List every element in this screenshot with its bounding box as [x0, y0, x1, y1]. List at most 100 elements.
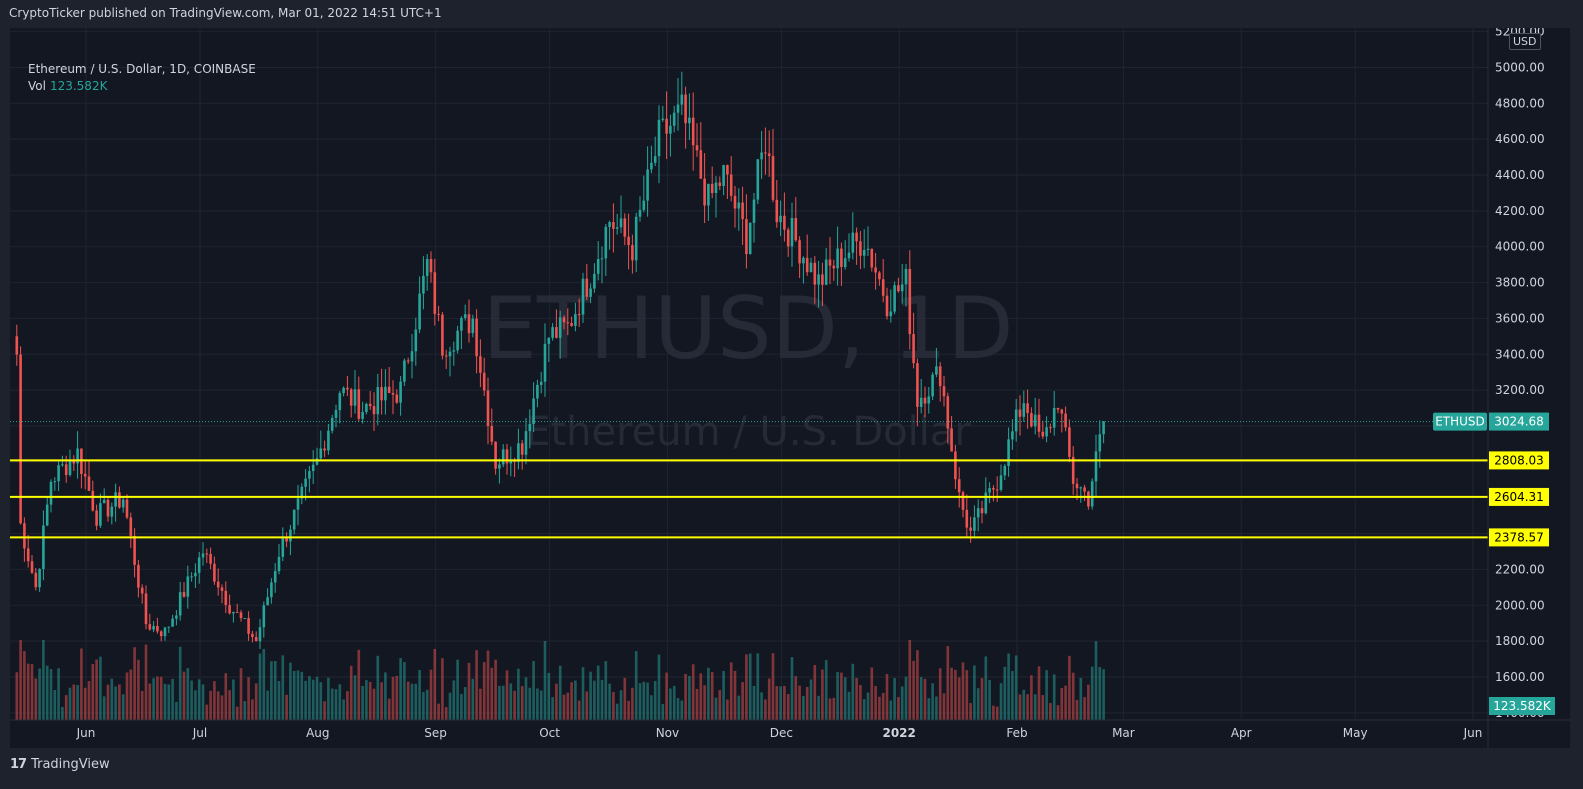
volume-bar [1094, 641, 1098, 720]
volume-bar [228, 690, 231, 720]
volume-bar [148, 683, 152, 720]
volume-bar [927, 698, 931, 720]
volume-bar [235, 706, 239, 720]
volume-value-text: 123.582K [1493, 699, 1552, 713]
candle-body [547, 337, 551, 344]
volume-bar [752, 685, 756, 720]
volume-bar [224, 673, 228, 720]
candle-body [441, 314, 444, 356]
volume-bar [680, 700, 684, 720]
candle-body [475, 318, 478, 357]
support-levels[interactable] [10, 421, 1488, 539]
candle-body [824, 259, 828, 285]
publish-header: CryptoTicker published on TradingView.co… [0, 0, 1583, 28]
candle-body [289, 529, 292, 542]
currency-selector[interactable]: USD [1509, 33, 1541, 50]
candle-body [1037, 414, 1041, 432]
volume-bar [817, 695, 820, 720]
volume-bar [144, 644, 148, 720]
volume-bar [581, 667, 585, 720]
candle-body [403, 360, 406, 382]
candle-body [596, 259, 600, 274]
candle-body [26, 548, 30, 562]
candle-body [615, 227, 619, 229]
candle-body [285, 537, 288, 542]
published-info-text: CryptoTicker published on TradingView.co… [9, 6, 442, 20]
candle-body [775, 199, 779, 223]
candle-body [243, 618, 247, 620]
candlestick-chart[interactable]: ETHUSD, 1D Ethereum / U.S. Dollar 1400.0… [10, 28, 1570, 748]
candle-body [790, 218, 794, 247]
candle-body [148, 624, 152, 630]
volume-bar [745, 654, 748, 720]
volume-bar [448, 692, 452, 720]
volume-bar [995, 706, 999, 720]
chart-area[interactable]: ETHUSD, 1D Ethereum / U.S. Dollar 1400.0… [10, 28, 1570, 748]
candle-body [965, 509, 969, 528]
x-tick-label: 2022 [882, 726, 915, 740]
volume-bar [357, 649, 361, 720]
candle-body [999, 475, 1003, 490]
volume-bar [300, 671, 304, 720]
volume-bar [418, 669, 421, 720]
volume-bar [258, 653, 262, 720]
candle-body [539, 381, 543, 385]
volume-bar [437, 703, 440, 720]
candle-body [684, 94, 687, 124]
volume-bar [319, 682, 323, 720]
candle-body [102, 499, 106, 504]
volume-bar [665, 672, 668, 720]
volume-bar [175, 701, 178, 720]
volume-bar [53, 689, 57, 720]
candle-body [361, 411, 364, 419]
volume-bar [619, 690, 623, 720]
candle-body [809, 262, 813, 273]
candle-body [346, 387, 349, 390]
candle-body [448, 351, 452, 357]
volume-bar [824, 660, 828, 720]
candle-body [957, 479, 961, 493]
volume-bar [452, 680, 456, 720]
candle-body [509, 460, 513, 464]
volume-bar [456, 659, 459, 720]
candle-body [976, 508, 980, 518]
tradingview-logo[interactable]: 17 TradingView [10, 757, 110, 772]
volume-bar [129, 669, 133, 720]
candle-body [813, 262, 817, 285]
candle-body [558, 317, 562, 338]
volume-bar [862, 699, 866, 720]
y-tick-label: 2000.00 [1495, 598, 1545, 612]
candle-body [159, 631, 163, 637]
y-tick-label: 3600.00 [1495, 311, 1545, 325]
candle-body [570, 322, 573, 326]
candle-body [851, 232, 855, 253]
candle-body [429, 259, 433, 273]
candle-body [61, 464, 64, 466]
volume-bar [201, 684, 205, 720]
candle-body [137, 564, 140, 588]
volume-bar [361, 685, 364, 720]
volume-bar [558, 665, 562, 720]
candle-body [395, 394, 399, 403]
candle-body [832, 265, 836, 269]
y-tick-label: 4800.00 [1495, 96, 1545, 110]
volume-bar [562, 694, 566, 720]
volume-bar [950, 667, 953, 720]
candle-body [988, 488, 991, 493]
candle-body [1022, 403, 1026, 417]
volume-bar [368, 681, 372, 720]
candle-body [315, 458, 319, 465]
volume-bar [596, 665, 600, 720]
candle-body [349, 389, 353, 406]
volume-bar [900, 686, 904, 720]
candle-body [209, 553, 212, 564]
volume-bar [650, 695, 653, 720]
volume-bar [281, 655, 285, 720]
candle-body [163, 627, 167, 637]
volume-bar [741, 682, 744, 720]
volume-bar [372, 688, 376, 720]
volume-bar [828, 698, 832, 720]
volume-bar [87, 681, 91, 720]
candle-body [144, 593, 148, 625]
candle-body [140, 587, 144, 594]
